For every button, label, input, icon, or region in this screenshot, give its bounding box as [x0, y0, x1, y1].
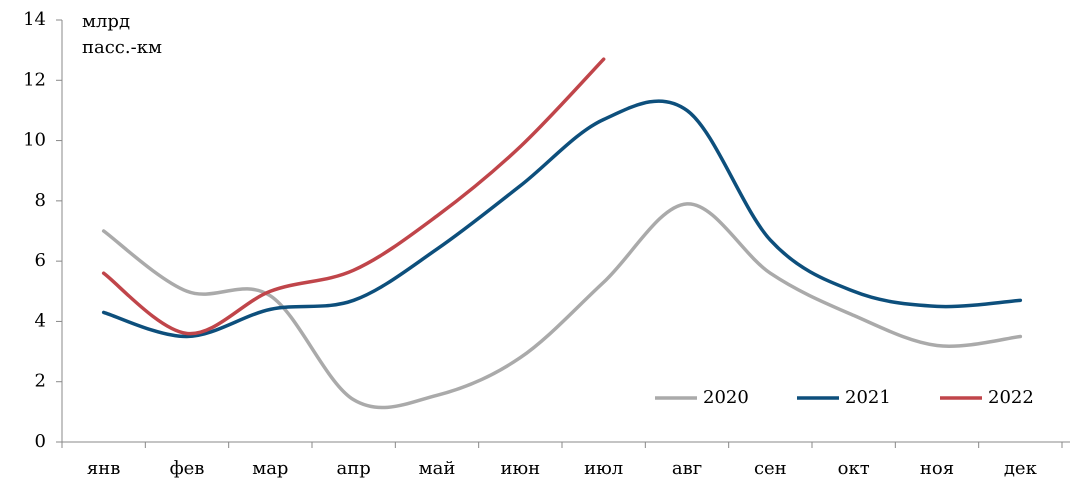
x-tick-label: май [419, 458, 456, 479]
y-tick-label: 14 [23, 9, 46, 30]
x-tick-label: сен [754, 458, 787, 479]
x-tick-label: дек [1004, 458, 1038, 479]
y-tick-label: 12 [23, 69, 46, 90]
y-axis-label: пасс.-км [82, 37, 162, 58]
y-tick-label: 4 [35, 310, 46, 331]
x-tick-label: авг [672, 458, 702, 479]
x-tick-label: янв [87, 458, 121, 479]
y-tick-label: 2 [35, 371, 46, 392]
x-tick-label: мар [252, 458, 288, 479]
y-tick-label: 0 [35, 431, 46, 452]
y-tick-label: 8 [35, 190, 46, 211]
y-tick-label: 6 [35, 250, 46, 271]
series-line [101, 202, 1023, 410]
legend-label: 2021 [845, 387, 891, 408]
series-line [101, 57, 606, 336]
y-axis-label: млрд [82, 11, 130, 32]
x-tick-label: апр [337, 458, 371, 479]
x-tick-label: июн [500, 458, 540, 479]
series-line [101, 99, 1023, 339]
x-tick-label: июл [584, 458, 623, 479]
y-tick-label: 10 [23, 130, 46, 151]
legend-label: 2020 [703, 387, 749, 408]
legend-label: 2022 [988, 387, 1034, 408]
x-tick-label: фев [170, 458, 205, 479]
x-tick-label: окт [838, 458, 870, 479]
x-tick-label: ноя [920, 458, 954, 479]
